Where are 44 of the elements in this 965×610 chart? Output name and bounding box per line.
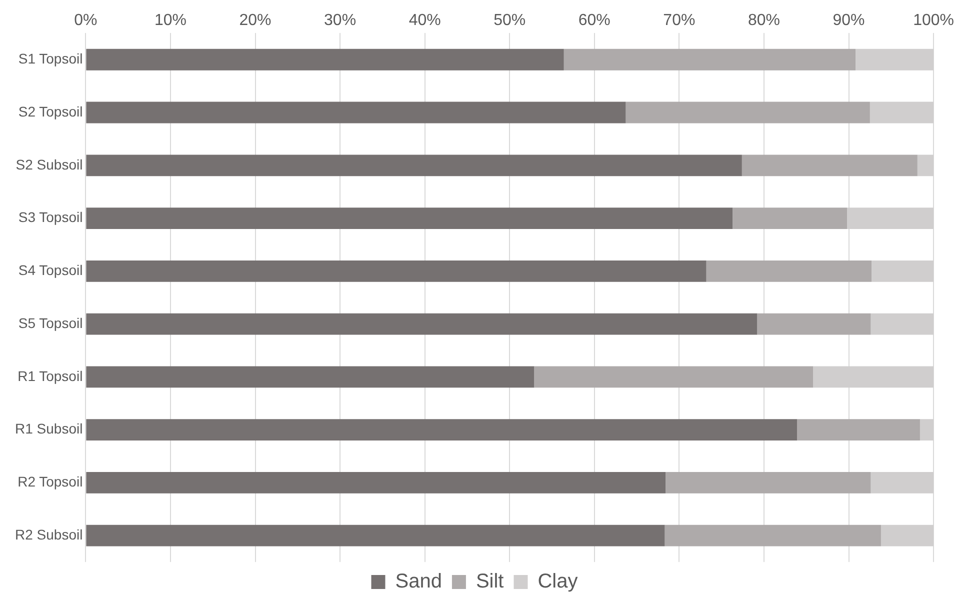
- legend-label: Clay: [538, 570, 578, 593]
- bar: [86, 260, 706, 282]
- bar: [86, 366, 534, 388]
- x-tick-label: 50%: [494, 12, 526, 30]
- y-tick-label: S4 Topsoil: [18, 262, 83, 278]
- y-tick-label: S1 Topsoil: [18, 50, 83, 66]
- x-tick-label: 20%: [239, 12, 272, 30]
- bar: [666, 472, 871, 494]
- x-tick-label: 10%: [154, 12, 186, 30]
- bar: [626, 102, 870, 124]
- x-tick-label: 80%: [748, 12, 780, 30]
- bar: [797, 419, 920, 441]
- bar: [664, 524, 881, 546]
- bar: [706, 260, 872, 282]
- y-tick-label: R1 Topsoil: [18, 368, 83, 384]
- x-tick-label: 70%: [663, 12, 696, 30]
- y-tick-label: R2 Topsoil: [18, 474, 83, 490]
- bar: [86, 154, 742, 176]
- legend-label: Sand: [395, 570, 442, 593]
- x-tick-label: 60%: [578, 12, 610, 30]
- y-tick-label: S2 Subsoil: [16, 156, 83, 172]
- x-tick-label: 100%: [913, 12, 954, 30]
- y-tick-label: S2 Topsoil: [18, 103, 83, 120]
- x-tick-label: 0%: [74, 12, 98, 30]
- y-tick-label: R2 Subsoil: [15, 526, 83, 542]
- x-tick-label: 30%: [324, 12, 356, 30]
- y-tick-label: S5 Topsoil: [18, 314, 83, 331]
- bar: [86, 208, 733, 229]
- bar: [86, 48, 564, 70]
- bar: [732, 208, 848, 229]
- bar: [564, 48, 856, 70]
- bar: [86, 102, 626, 124]
- x-tick-label: 40%: [408, 12, 441, 30]
- bar: [86, 419, 798, 441]
- bar: [742, 154, 918, 176]
- bar: [86, 472, 666, 494]
- bar: [757, 313, 871, 335]
- bar: [86, 524, 665, 546]
- y-tick-label: S3 Topsoil: [18, 209, 83, 226]
- bar: [86, 313, 758, 335]
- x-tick-label: 90%: [832, 12, 865, 30]
- legend-label: Silt: [476, 570, 504, 593]
- bar: [534, 366, 814, 388]
- y-tick-label: R1 Subsoil: [15, 420, 83, 437]
